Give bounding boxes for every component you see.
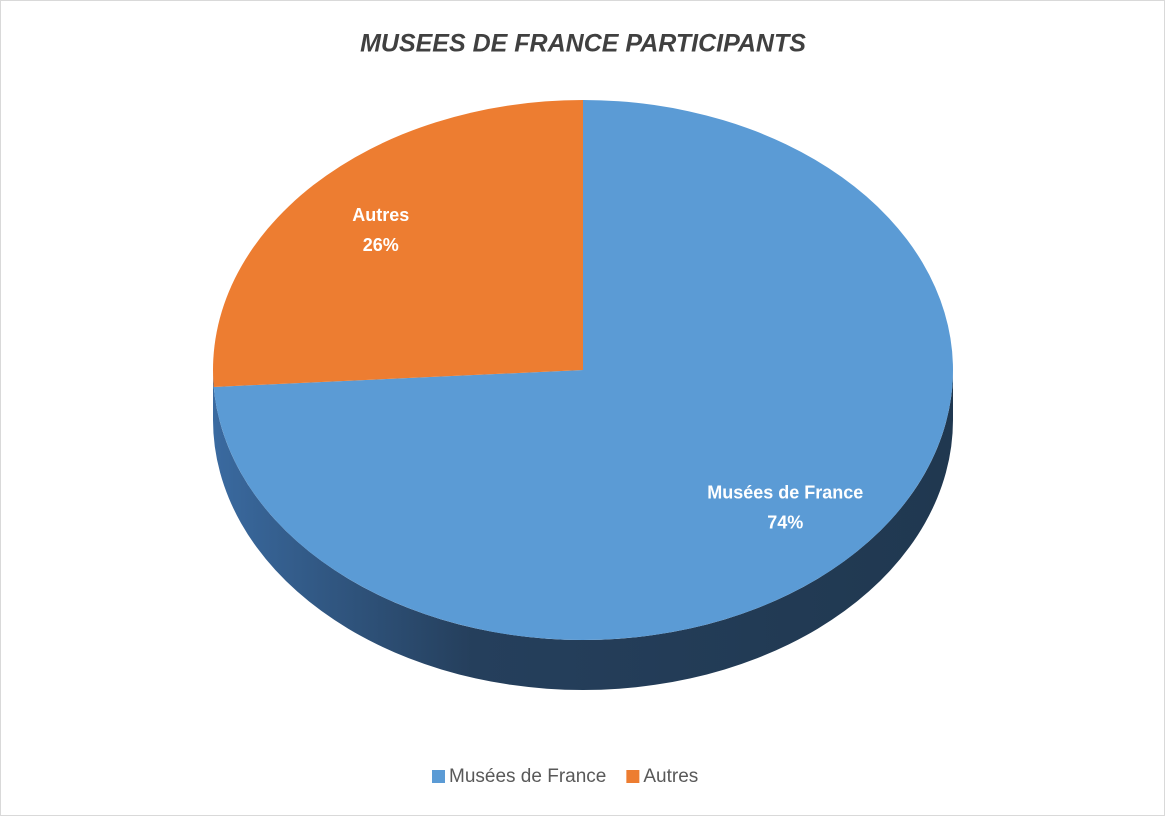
legend-swatch [626, 770, 640, 783]
slice-value: 26% [363, 235, 399, 255]
legend-label: Autres [643, 766, 698, 787]
legend-swatch [432, 770, 445, 783]
legend-box [404, 757, 760, 797]
chart-title: MUSEES DE FRANCE PARTICIPANTS [360, 30, 806, 58]
slice-value: 74% [767, 512, 803, 532]
slice-label: Musées de France [707, 482, 863, 502]
slice-label: Autres [352, 205, 409, 225]
legend-label: Musées de France [449, 766, 606, 787]
pie-slice [213, 100, 584, 387]
pie-slice [213, 100, 954, 640]
pie-side [213, 370, 953, 690]
